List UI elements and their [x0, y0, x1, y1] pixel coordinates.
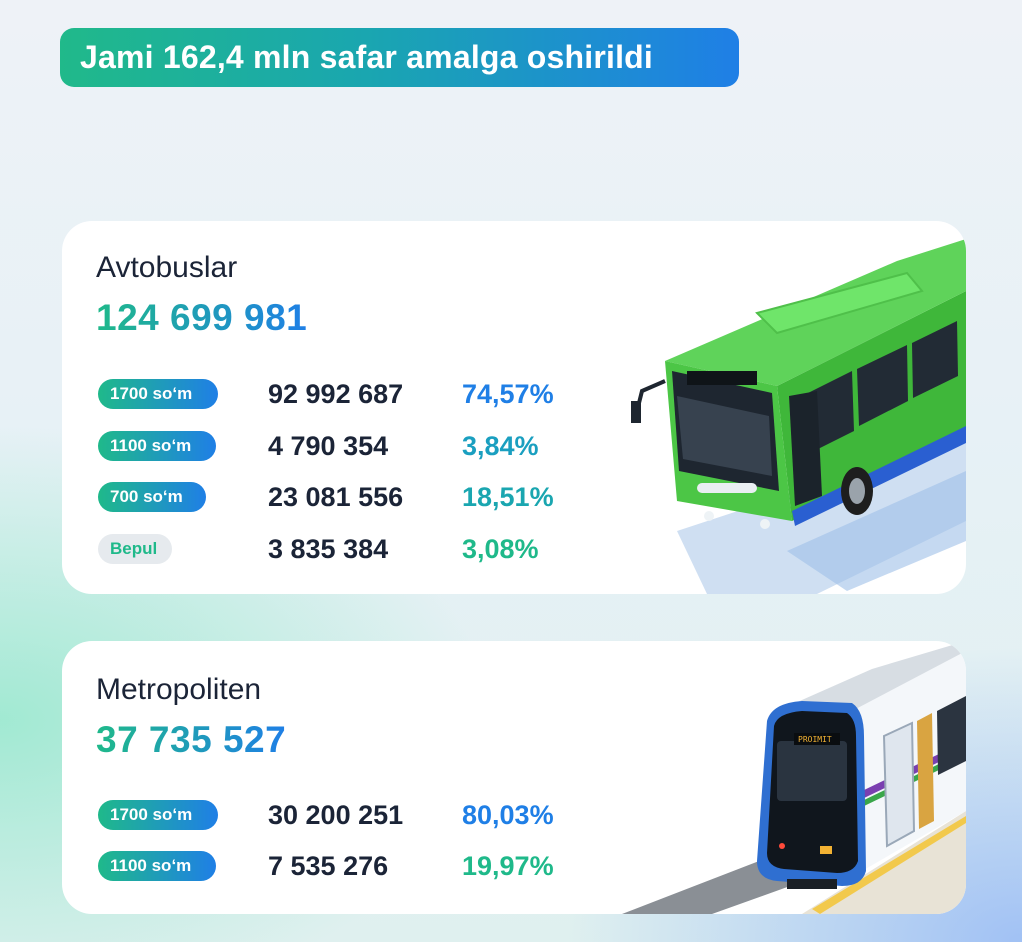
bus-row-free: Bepul 3 835 384 3,08% [62, 533, 622, 565]
trip-count: 7 535 276 [268, 851, 389, 881]
tariff-pill: 1700 so‘m [98, 379, 218, 409]
trip-percent: 80,03% [462, 800, 554, 830]
tariff-pill: 1700 so‘m [98, 800, 218, 830]
bus-row-1700: 1700 so‘m 92 992 687 74,57% [62, 378, 622, 410]
tariff-pill: 700 so‘m [98, 482, 206, 512]
metro-train-illustration: PROIMIT [622, 641, 966, 914]
trip-percent: 74,57% [462, 379, 554, 409]
tariff-pill: Bepul [98, 534, 172, 564]
trip-percent: 19,97% [462, 851, 554, 881]
bus-row-700: 700 so‘m 23 081 556 18,51% [62, 481, 622, 513]
trip-percent: 3,84% [462, 431, 539, 461]
trip-percent: 18,51% [462, 482, 554, 512]
metro-row-1100: 1100 so‘m 7 535 276 19,97% [62, 850, 622, 882]
train-sign: PROIMIT [798, 735, 832, 744]
tariff-pill: 1100 so‘m [98, 851, 216, 881]
bus-title: Avtobuslar [96, 251, 238, 284]
metro-row-1700: 1700 so‘m 30 200 251 80,03% [62, 799, 622, 831]
headline-banner: Jami 162,4 mln safar amalga oshirildi [60, 28, 739, 87]
trip-count: 30 200 251 [268, 800, 404, 830]
bus-illustration [631, 239, 966, 594]
trip-count: 92 992 687 [268, 379, 404, 409]
metro-title: Metropoliten [96, 673, 262, 706]
tariff-pill: 1100 so‘m [98, 431, 216, 461]
metro-total: 37 735 527 [96, 719, 287, 760]
trip-count: 3 835 384 [268, 534, 389, 564]
bus-total: 124 699 981 [96, 297, 308, 338]
trip-percent: 3,08% [462, 534, 539, 564]
bus-row-1100: 1100 so‘m 4 790 354 3,84% [62, 430, 622, 462]
trip-count: 23 081 556 [268, 482, 404, 512]
bus-card: Avtobuslar 124 699 981 1700 so‘m 92 992 … [62, 221, 966, 594]
metro-card: Metropoliten 37 735 527 1700 so‘m 30 200… [62, 641, 966, 914]
trip-count: 4 790 354 [268, 431, 389, 461]
